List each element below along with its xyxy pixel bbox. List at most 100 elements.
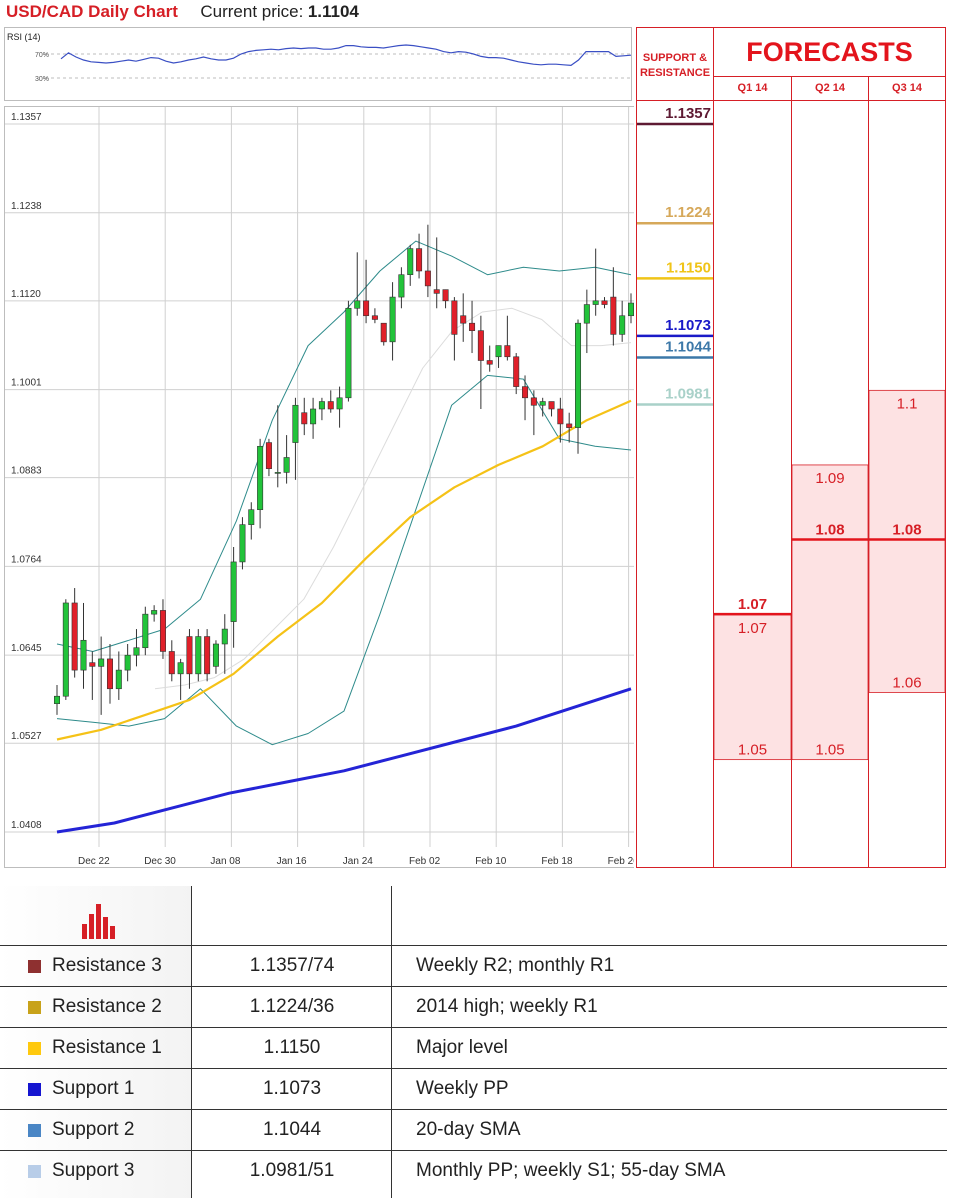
sma200-line: [56, 687, 632, 834]
rsi-line: [60, 44, 631, 67]
forecast-range-box: [868, 389, 945, 693]
x-tick-label: Dec 30: [144, 856, 176, 867]
level-name: Support 3: [52, 1160, 135, 1181]
candle-down: [557, 408, 564, 425]
candlestick-chart: 1.1357 1.1238 1.1120 1.1001 1.0883 1.0764 1.06…: [5, 107, 634, 867]
rsi-tick-label: 70%: [35, 52, 49, 59]
candle-down: [530, 397, 537, 406]
candle-down: [159, 610, 166, 652]
forecast-low-label: 1.05: [738, 742, 767, 759]
candle-down: [566, 423, 573, 428]
rsi-tick-label: 30%: [35, 76, 49, 83]
y-tick-label: 1.0408: [11, 820, 42, 831]
level-name: Support 1: [52, 1078, 135, 1099]
forecast-median-label: 1.07: [738, 596, 767, 613]
y-tick-label: 1.0527: [11, 731, 42, 742]
candle-down: [89, 662, 96, 667]
y-tick-label: 1.1238: [11, 201, 42, 212]
level-note: Weekly R2; monthly R1: [416, 955, 615, 976]
level-note: 20-day SMA: [416, 1119, 521, 1140]
sr-header-line-2: RESISTANCE: [639, 67, 711, 79]
support-3-swatch: [28, 1165, 41, 1178]
candle-up: [177, 662, 184, 675]
candle-up: [124, 654, 131, 671]
candle-up: [310, 408, 317, 425]
forecast-ranges: 1.07 1.07 1.05 1.08 1.09 1.05 1.08 1.1 1.06: [714, 389, 945, 761]
candle-up: [142, 613, 149, 649]
support-2-swatch: [28, 1124, 41, 1137]
candle-down: [424, 270, 431, 287]
resistance-1-swatch: [28, 1042, 41, 1055]
forecast-divider: [868, 76, 869, 868]
candle-up: [354, 300, 361, 309]
sr-level-label: 1.0981: [665, 386, 711, 403]
candle-up: [318, 401, 325, 410]
candle-up: [592, 300, 599, 305]
chart-header: USD/CAD Daily Chart Current price: 1.110…: [6, 2, 359, 24]
candle-down: [363, 300, 370, 317]
candle-down: [504, 345, 511, 358]
candle-down: [486, 360, 493, 365]
table-header-row: [0, 886, 947, 946]
chart-title: USD/CAD Daily Chart: [6, 2, 178, 21]
x-tick-label: Feb 10: [475, 856, 507, 867]
sr-level-label: 1.1044: [665, 339, 712, 356]
y-tick-label: 1.0883: [11, 466, 42, 477]
candle-down: [522, 386, 529, 399]
resistance-3-swatch: [28, 960, 41, 973]
rsi-chart: RSI (14) 70% 30%: [7, 32, 631, 83]
x-tick-label: Feb 18: [541, 856, 573, 867]
forecast-col-q2: Q2 14: [791, 76, 869, 101]
sr-level-label: 1.1073: [665, 317, 711, 334]
forecast-high-label: 1.1: [897, 395, 918, 412]
sma20-line: [154, 307, 632, 690]
candle-up: [248, 509, 255, 525]
level-name: Resistance 3: [52, 955, 162, 976]
candle-down: [451, 300, 458, 335]
candle-up: [221, 628, 228, 645]
support-resistance-levels: 1.1357 1.1224 1.1150 1.1073 1.1044 1.0981: [637, 105, 713, 406]
forecasts-panel: FORECASTS Q1 14 Q2 14 Q3 14 1.07 1.07 1.05…: [713, 27, 946, 868]
candle-down: [371, 315, 378, 320]
sr-level-label: 1.1357: [665, 105, 711, 122]
candle-down: [265, 442, 272, 469]
forecasts-title: FORECASTS: [714, 28, 945, 77]
candle-up: [62, 602, 69, 697]
sr-level-label: 1.1224: [665, 204, 712, 221]
candle-up: [389, 296, 396, 343]
candle-up: [407, 248, 414, 276]
candle-up: [274, 472, 281, 474]
forecast-median-label: 1.08: [892, 522, 921, 539]
candle-down: [168, 651, 175, 675]
forecast-high-label: 1.07: [738, 620, 767, 637]
candle-up: [583, 304, 590, 324]
candle-up: [239, 524, 246, 563]
level-name: Resistance 2: [52, 996, 162, 1017]
candle-down: [442, 289, 449, 302]
candle-down: [204, 636, 211, 675]
forecast-col-q1: Q1 14: [714, 76, 791, 101]
forecast-low-label: 1.05: [815, 742, 844, 759]
y-tick-label: 1.1120: [11, 289, 41, 300]
rsi-panel: RSI (14) 70% 30%: [4, 27, 632, 101]
rsi-title: RSI (14): [7, 32, 41, 42]
candle-down: [71, 602, 78, 671]
candle-down: [513, 356, 520, 387]
x-tick-label: Jan 24: [343, 856, 373, 867]
table-row: Support 1 1.1073 Weekly PP: [0, 1069, 947, 1110]
table-row: Support 3 1.0981/51 Monthly PP; weekly S…: [0, 1151, 947, 1191]
current-price-label: Current price:: [200, 2, 304, 21]
forecast-divider: [791, 76, 792, 868]
forecast-range-box: [714, 614, 792, 761]
candle-down: [548, 401, 555, 410]
forecast-median-label: 1.08: [815, 522, 844, 539]
candle-down: [469, 322, 476, 331]
candle-up: [133, 647, 140, 656]
level-note: Major level: [416, 1037, 508, 1058]
candle-up: [98, 658, 105, 667]
resistance-2-swatch: [28, 1001, 41, 1014]
candle-up: [80, 639, 87, 671]
current-price-value: 1.1104: [307, 2, 359, 21]
x-tick-label: Jan 08: [210, 856, 240, 867]
forecast-range-box: [791, 464, 869, 761]
